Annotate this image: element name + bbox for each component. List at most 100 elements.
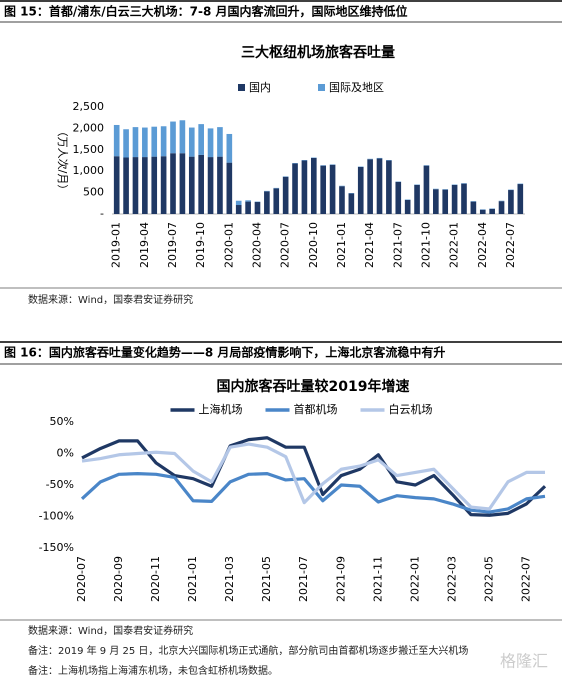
bar-segment [123,157,129,214]
bar-segment [282,176,289,214]
y-tick-label: 500 [83,186,104,199]
bar-segment [113,124,120,157]
x-tick-label: 2020-07 [75,556,88,602]
legend-label: 国内 [249,80,271,94]
bar-segment [310,157,317,214]
bar-segment [217,127,223,157]
x-tick-label: 2021-05 [260,556,273,602]
bar-segment [170,121,176,154]
bar-segment [517,184,524,214]
x-tick-label: 2021-01 [186,556,199,602]
bar-segment [226,162,233,214]
legend-label: 国际及地区 [329,81,384,94]
bar-segment [433,189,439,214]
x-tick-label: 2022-04 [476,222,489,268]
y-tick-label: 1,500 [73,143,105,156]
bar-segment [245,201,251,214]
figure-heading: 图 15：首都/浦东/白云三大机场：7-8 月国内客流回升，国际地区维持低位 [4,4,408,19]
x-tick-label: 2021-03 [223,556,236,602]
x-tick-label: 2022-07 [504,222,517,268]
x-tick-label: 2020-10 [307,222,320,268]
bar-segment [207,157,214,214]
bar-segment [386,160,392,214]
bar-segment [235,205,242,214]
bar-segment [357,166,364,214]
line-series [81,436,547,517]
bar-segment [470,201,477,214]
y-tick-label: -150% [39,541,74,554]
bar-segment [264,191,270,214]
bar-segment [329,164,336,214]
bar-segment [170,153,176,214]
bar-segment [142,127,148,158]
x-tick-label: 2019-07 [166,222,179,268]
bar-segment [151,156,158,214]
bar-segment [348,193,355,214]
y-tick-label: 50% [50,415,74,428]
bar-segment [320,165,327,214]
bar-segment [376,158,383,214]
bar-segment [339,186,345,214]
x-tick-label: 2019-01 [110,222,123,268]
legend-swatch [238,84,245,91]
x-tick-label: 2022-01 [408,556,421,602]
legend-label: 上海机场 [199,402,243,416]
bar-segment [198,154,204,214]
bar-segment [508,190,514,214]
bar-segment [123,129,129,158]
line-series [80,472,546,514]
bar-segment [292,163,298,214]
bar-segment [498,201,505,214]
figure-heading: 图 16：国内旅客吞吐量变化趋势——8 月局部疫情影响下，上海北京客流稳中有升 [4,345,445,360]
bar-segment [301,160,308,214]
legend-label: 白云机场 [389,402,433,416]
x-tick-label: 2022-01 [448,222,461,268]
bar-segment [414,184,420,214]
x-tick-label: 2020-09 [112,556,125,602]
bar-segment [198,124,204,155]
x-tick-label: 2021-04 [363,222,376,268]
x-tick-label: 2022-07 [519,556,532,602]
x-tick-label: 2022-03 [445,556,458,602]
bar-segment [451,184,458,214]
y-tick-label: 1,000 [73,164,105,177]
x-tick-label: 2019-04 [138,222,151,268]
bar-segment [151,126,158,157]
source: 数据来源：Wind，国泰君安证券研究 [28,293,193,306]
x-tick-label: 2021-07 [391,222,404,268]
bar-segment [160,126,167,157]
note: 备注：2019 年 9 月 25 日，北京大兴国际机场正式通航，部分航司由首都机… [28,644,468,657]
bar-segment [179,120,186,154]
bar-segment [479,209,486,214]
y-axis-label: （万人次/月） [56,126,70,196]
bar-segment [254,202,261,214]
x-tick-label: 2020-04 [250,222,263,268]
bar-segment [404,199,411,214]
bar-segment [395,181,402,214]
x-tick-label: 2019-10 [194,222,207,268]
y-tick-label: 2,000 [73,121,105,134]
bar-segment [226,133,233,163]
bar-segment [489,208,495,214]
x-tick-label: 2022-05 [482,556,495,602]
y-tick-label: 0% [57,447,74,460]
x-tick-label: 2020-11 [149,556,162,602]
x-tick-label: 2021-09 [334,556,347,602]
bar-segment [235,200,242,206]
bar-segment [207,128,214,158]
line-series [81,442,545,511]
bar-segment [160,156,167,214]
bar-segment [461,183,467,214]
bar-segment [442,189,449,214]
bar-segment [132,157,139,214]
watermark: 格隆汇 [500,652,548,671]
bar-segment [188,127,195,157]
y-tick-label: 2,500 [73,100,105,113]
x-tick-label: 2021-01 [335,222,348,268]
bar-segment [179,153,186,214]
bar-segment [113,156,120,214]
x-tick-label: 2020-07 [279,222,292,268]
bar-segment [132,127,139,158]
bar-segment [245,200,251,202]
